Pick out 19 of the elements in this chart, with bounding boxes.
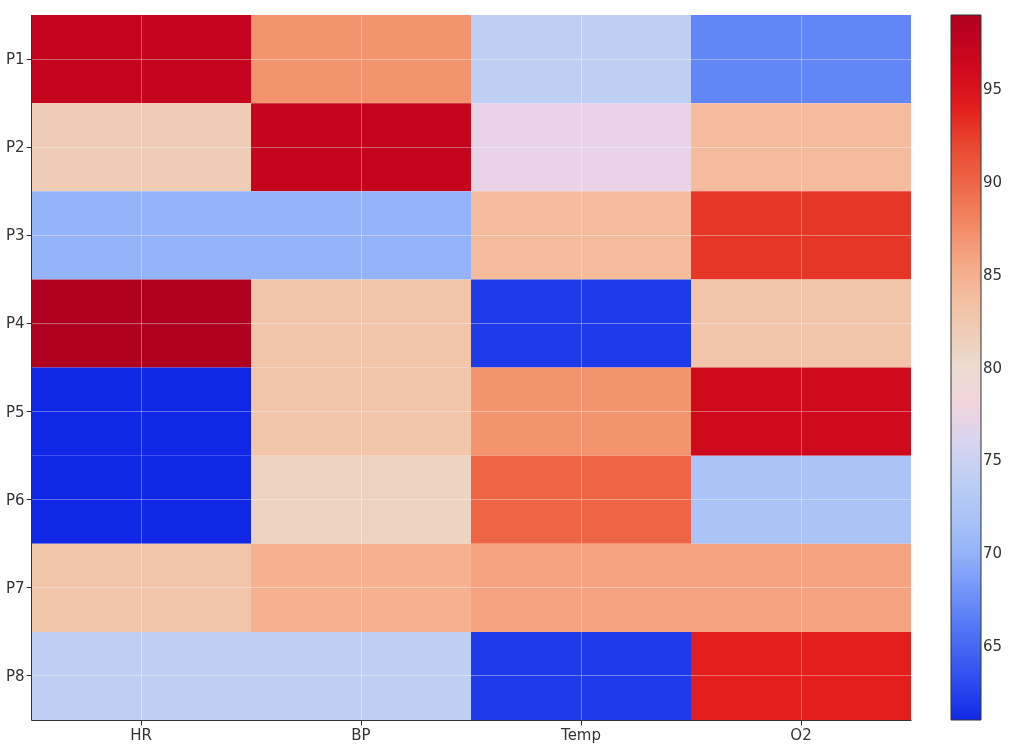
y-tick-label: P4	[5, 314, 25, 333]
y-tick-label: P1	[5, 50, 25, 69]
color-bar-label: 90	[983, 172, 1003, 191]
color-bar-label: 80	[983, 358, 1003, 377]
y-tick-label: P6	[5, 490, 25, 509]
y-tick-label: P7	[5, 578, 25, 597]
x-tick-label: HR	[130, 725, 152, 744]
color-bar-label: 85	[983, 265, 1003, 284]
color-bar-label: 65	[983, 636, 1003, 655]
y-tick-label: P8	[5, 666, 25, 685]
x-tick-label: O2	[790, 725, 812, 744]
y-tick-label: P5	[5, 402, 25, 421]
x-tick-label: Temp	[560, 725, 601, 744]
color-bar-label: 75	[983, 451, 1003, 470]
color-bar-label: 95	[983, 80, 1003, 99]
y-tick-label: P2	[5, 138, 25, 157]
x-tick-label: BP	[351, 725, 371, 744]
y-tick-label: P3	[5, 226, 25, 245]
color-bar-label: 70	[983, 544, 1003, 563]
